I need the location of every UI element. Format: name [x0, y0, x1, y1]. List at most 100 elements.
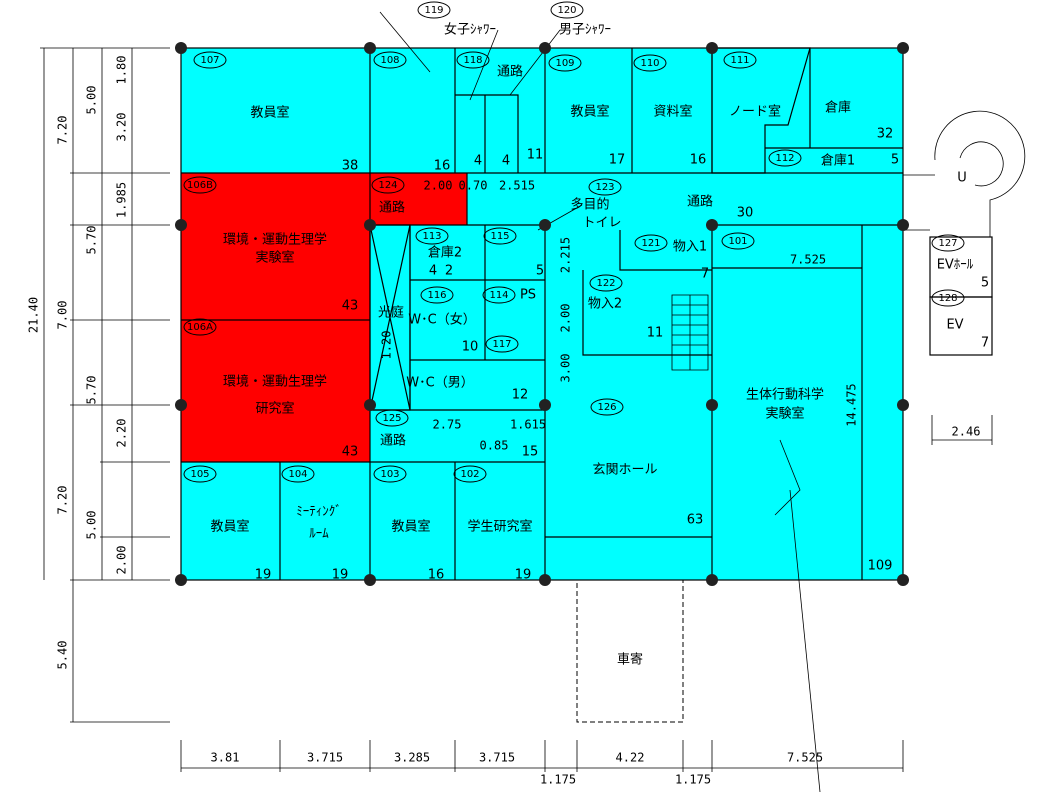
room-number: 109 — [555, 58, 574, 69]
room-area: 19 — [332, 568, 349, 583]
room-area: 5 — [891, 153, 899, 168]
red-rooms — [181, 173, 370, 462]
dimension-label: 21.40 — [27, 297, 41, 333]
column — [364, 42, 376, 54]
room-number: 120 — [557, 5, 576, 16]
room-number-circle — [588, 178, 622, 196]
dimension-label: 5.40 — [56, 641, 70, 670]
dimension-label: 2.00 — [424, 179, 453, 193]
column — [897, 574, 909, 586]
room-number: 115 — [490, 231, 509, 242]
room-name: 車寄 — [617, 652, 643, 668]
room-name: 実験室 — [255, 250, 294, 266]
dimension-label: 5.00 — [85, 86, 99, 115]
dimension-label: 7.525 — [790, 253, 826, 267]
dimension-label: 1.175 — [540, 773, 576, 787]
dimension-label: 2.46 — [952, 425, 981, 439]
room-area: 16 — [434, 159, 451, 174]
dimension-label: 1.80 — [115, 56, 129, 85]
column — [364, 219, 376, 231]
room-number: 125 — [382, 413, 401, 424]
room-number-circle — [371, 176, 405, 194]
column — [539, 219, 551, 231]
room-area: 30 — [737, 206, 754, 221]
column — [706, 399, 718, 411]
room-number: 101 — [728, 236, 747, 247]
room-number-circle — [281, 465, 315, 483]
room-number: 116 — [427, 290, 446, 301]
column — [364, 574, 376, 586]
room-number: 122 — [596, 278, 615, 289]
dimension-label: 2.00 — [559, 304, 573, 333]
room-name: 学生研究室 — [467, 519, 532, 535]
room-number-circle — [482, 286, 516, 304]
room-number-circle — [420, 286, 454, 304]
column — [897, 399, 909, 411]
room-number: 112 — [775, 153, 794, 164]
dimension-label: 2.515 — [499, 179, 535, 193]
room-name: 倉庫 — [825, 101, 851, 116]
room-name: 教員室 — [391, 519, 430, 535]
room-number-circle — [483, 227, 517, 245]
room-number: 127 — [938, 238, 957, 249]
room-number-circle — [373, 51, 407, 69]
room-number-circle — [931, 289, 965, 307]
room-area: 2 — [445, 264, 453, 279]
dimension-label: 7.00 — [56, 301, 70, 330]
dimension-label: 0.85 — [480, 439, 509, 453]
dimension-label: 5.70 — [85, 376, 99, 405]
red-corridor — [370, 173, 467, 225]
room-number-circle — [183, 318, 217, 336]
room-number-circle — [373, 465, 407, 483]
room-number: 117 — [492, 339, 511, 350]
room-area: 4 — [474, 154, 482, 169]
dimension-label: 5.00 — [85, 511, 99, 540]
room-name: 環境・運動生理学 — [223, 232, 327, 248]
column — [706, 574, 718, 586]
walls — [40, 11, 1026, 792]
room-number-circle — [550, 1, 584, 19]
room-area: 19 — [255, 568, 272, 583]
stairs — [671, 174, 935, 371]
dimension-label: 3.20 — [115, 113, 129, 142]
dimension-label: 2.75 — [433, 418, 462, 432]
room-area: 11 — [647, 326, 664, 341]
room-number-circle — [183, 176, 217, 194]
room-area: 7 — [981, 336, 989, 351]
room-name: 女子ｼｬﾜｰ — [444, 22, 496, 38]
room-name: PS — [520, 288, 536, 303]
room-name: 玄関ホール — [592, 463, 657, 478]
room-number: 114 — [489, 290, 508, 301]
dimension-label: 3.00 — [559, 354, 573, 383]
room-number-circle — [417, 1, 451, 19]
room-name: W･C（女） — [408, 312, 475, 328]
callout: 多目的 — [570, 197, 609, 213]
dimension-label: 7.20 — [56, 116, 70, 145]
room-name: 通路 — [379, 200, 405, 216]
stair-mark: U — [957, 171, 967, 186]
room-number-circle — [453, 465, 487, 483]
porch — [576, 579, 684, 723]
room-number: 119 — [424, 5, 443, 16]
room-area: 19 — [515, 568, 532, 583]
dimension-label: 5.70 — [85, 226, 99, 255]
room-area: 109 — [868, 559, 893, 574]
room-number-circle — [193, 51, 227, 69]
dimension-label: 3.715 — [307, 751, 343, 765]
room-number-circle — [721, 232, 755, 250]
room-name: 倉庫2 — [428, 246, 462, 261]
room-area: 43 — [342, 445, 359, 460]
leaders — [379, 11, 821, 792]
room-area: 32 — [877, 127, 894, 142]
room-number-circle — [183, 465, 217, 483]
room-name: 倉庫1 — [821, 154, 855, 169]
room-name: 生体行動科学 — [746, 387, 824, 403]
room-area: 5 — [981, 276, 989, 291]
room-name: 資料室 — [653, 104, 692, 120]
room-area: 15 — [522, 445, 539, 460]
room-area: 4 — [429, 264, 437, 279]
column — [539, 399, 551, 411]
room-name: 実験室 — [765, 406, 804, 422]
dimension-label: 1.615 — [510, 418, 546, 432]
room-number-circle — [633, 54, 667, 72]
